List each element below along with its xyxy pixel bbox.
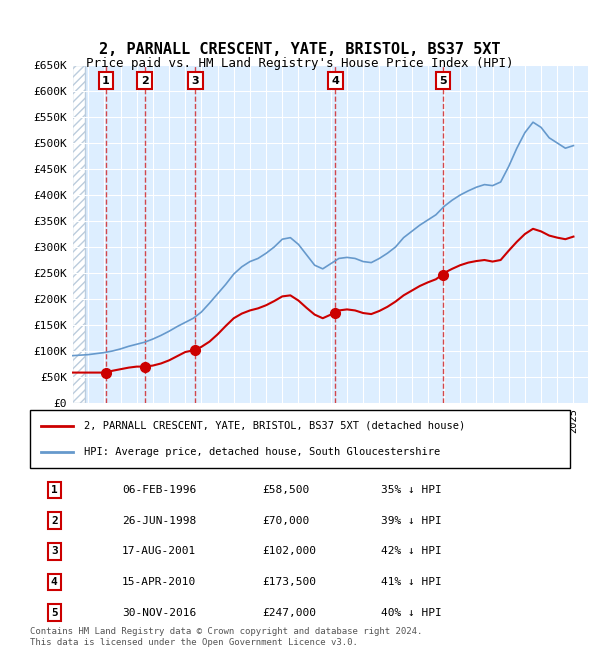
- Text: £102,000: £102,000: [262, 546, 316, 556]
- Text: £58,500: £58,500: [262, 485, 310, 495]
- Text: 1: 1: [102, 75, 110, 86]
- Text: 39% ↓ HPI: 39% ↓ HPI: [381, 515, 442, 526]
- Text: 41% ↓ HPI: 41% ↓ HPI: [381, 577, 442, 587]
- Bar: [72, 65, 85, 403]
- Text: £247,000: £247,000: [262, 608, 316, 617]
- Text: 4: 4: [51, 577, 58, 587]
- Text: Contains HM Land Registry data © Crown copyright and database right 2024.
This d: Contains HM Land Registry data © Crown c…: [30, 627, 422, 647]
- Text: Price paid vs. HM Land Registry's House Price Index (HPI): Price paid vs. HM Land Registry's House …: [86, 57, 514, 70]
- Text: 17-AUG-2001: 17-AUG-2001: [122, 546, 196, 556]
- Text: 2, PARNALL CRESCENT, YATE, BRISTOL, BS37 5XT (detached house): 2, PARNALL CRESCENT, YATE, BRISTOL, BS37…: [84, 421, 465, 431]
- FancyBboxPatch shape: [30, 410, 570, 468]
- Text: 06-FEB-1996: 06-FEB-1996: [122, 485, 196, 495]
- Text: 4: 4: [332, 75, 340, 86]
- Text: 2, PARNALL CRESCENT, YATE, BRISTOL, BS37 5XT: 2, PARNALL CRESCENT, YATE, BRISTOL, BS37…: [99, 42, 501, 57]
- Text: 42% ↓ HPI: 42% ↓ HPI: [381, 546, 442, 556]
- Text: 5: 5: [439, 75, 446, 86]
- Text: 3: 3: [51, 546, 58, 556]
- Text: 15-APR-2010: 15-APR-2010: [122, 577, 196, 587]
- Text: £70,000: £70,000: [262, 515, 310, 526]
- Text: 2: 2: [141, 75, 149, 86]
- Text: 35% ↓ HPI: 35% ↓ HPI: [381, 485, 442, 495]
- Text: 26-JUN-1998: 26-JUN-1998: [122, 515, 196, 526]
- Text: 2: 2: [51, 515, 58, 526]
- Text: £173,500: £173,500: [262, 577, 316, 587]
- Text: 1: 1: [51, 485, 58, 495]
- Text: 30-NOV-2016: 30-NOV-2016: [122, 608, 196, 617]
- Text: 5: 5: [51, 608, 58, 617]
- Text: 40% ↓ HPI: 40% ↓ HPI: [381, 608, 442, 617]
- Text: 3: 3: [191, 75, 199, 86]
- Text: HPI: Average price, detached house, South Gloucestershire: HPI: Average price, detached house, Sout…: [84, 447, 440, 456]
